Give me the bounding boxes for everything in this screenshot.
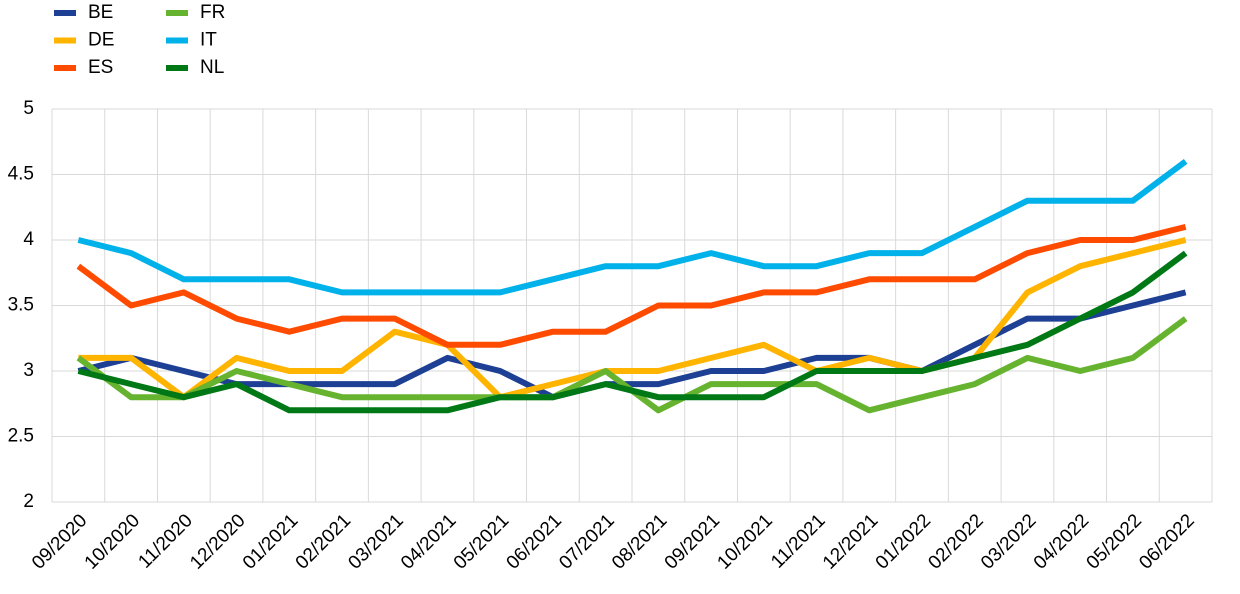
legend-swatch: [54, 37, 76, 44]
x-tick-label: 08/2021: [608, 510, 671, 573]
x-tick-label: 06/2022: [1135, 510, 1198, 573]
legend-label: ES: [88, 57, 113, 78]
y-tick-label: 5: [23, 98, 34, 119]
series-line: [77, 250, 1188, 414]
legend-label: BE: [88, 2, 113, 23]
x-tick-label: 04/2022: [1030, 510, 1093, 573]
y-tick-label: 2: [23, 491, 34, 512]
y-tick-label: 4.5: [8, 164, 34, 185]
legend-swatch: [166, 10, 188, 16]
x-tick-label: 05/2022: [1083, 510, 1146, 573]
x-tick-label: 06/2021: [503, 510, 566, 573]
legend-label: IT: [200, 30, 217, 51]
y-tick-label: 4: [23, 229, 34, 250]
x-tick-label: 05/2021: [450, 510, 513, 573]
x-tick-label: 09/2020: [28, 510, 91, 573]
x-tick-label: 11/2020: [134, 510, 196, 572]
x-tick-label: 09/2021: [661, 510, 724, 573]
x-tick-label: 01/2022: [872, 510, 935, 573]
x-tick-label: 10/2021: [713, 510, 776, 573]
legend-swatch: [54, 65, 76, 71]
y-tick-label: 2.5: [8, 426, 34, 447]
legend-label: DE: [88, 30, 114, 51]
legend-label: FR: [200, 2, 225, 23]
x-tick-label: 03/2021: [344, 510, 407, 573]
x-tick-label: 02/2021: [292, 510, 355, 573]
x-tick-label: 11/2021: [767, 510, 829, 572]
series-line: [77, 158, 1188, 296]
legend-swatch: [166, 37, 188, 44]
series-line: [76, 223, 1187, 348]
legend-swatch: [166, 65, 188, 71]
x-tick-label: 02/2022: [924, 510, 987, 573]
legend-label: NL: [200, 57, 224, 78]
x-tick-label: 07/2021: [555, 510, 618, 573]
x-tick-label: 03/2022: [977, 510, 1040, 573]
x-tick-label: 04/2021: [397, 510, 460, 573]
y-tick-label: 3: [23, 360, 34, 381]
x-tick-label: 12/2021: [819, 510, 882, 573]
legend-swatch: [54, 10, 76, 16]
x-tick-label: 01/2021: [239, 510, 302, 573]
series-line: [78, 237, 1187, 401]
x-tick-label: 10/2020: [81, 510, 144, 573]
series-line: [77, 289, 1187, 401]
y-tick-label: 3.5: [8, 295, 34, 316]
x-tick-label: 12/2020: [186, 510, 249, 573]
